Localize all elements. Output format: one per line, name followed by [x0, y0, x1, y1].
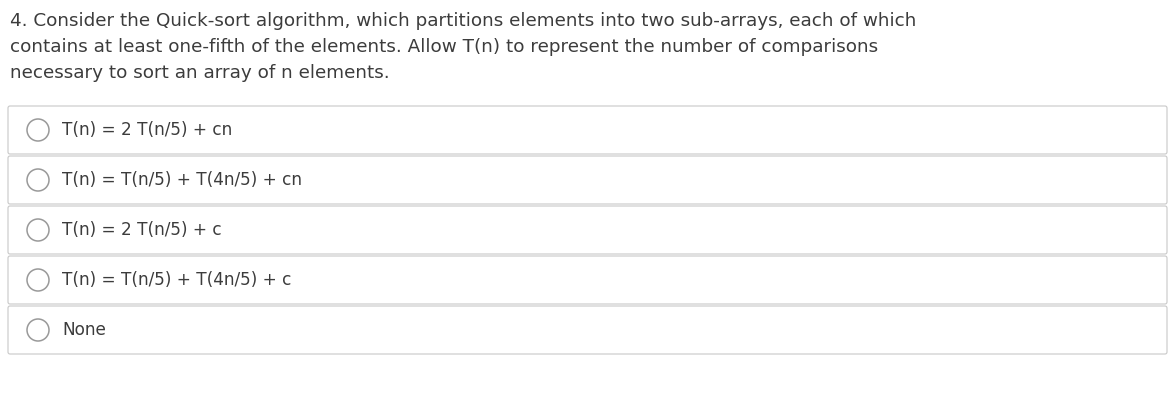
- Text: T(n) = 2 T(n/5) + cn: T(n) = 2 T(n/5) + cn: [62, 121, 233, 139]
- FancyBboxPatch shape: [8, 106, 1167, 154]
- Text: 4. Consider the Quick-sort algorithm, which partitions elements into two sub-arr: 4. Consider the Quick-sort algorithm, wh…: [11, 12, 917, 30]
- Circle shape: [27, 319, 49, 341]
- FancyBboxPatch shape: [8, 256, 1167, 304]
- Text: contains at least one-fifth of the elements. Allow T(n) to represent the number : contains at least one-fifth of the eleme…: [11, 38, 878, 56]
- Circle shape: [27, 119, 49, 141]
- Text: None: None: [62, 321, 106, 339]
- Text: T(n) = T(n/5) + T(4n/5) + cn: T(n) = T(n/5) + T(4n/5) + cn: [62, 171, 302, 189]
- Text: T(n) = 2 T(n/5) + c: T(n) = 2 T(n/5) + c: [62, 221, 222, 239]
- Text: necessary to sort an array of n elements.: necessary to sort an array of n elements…: [11, 64, 390, 82]
- Circle shape: [27, 219, 49, 241]
- Circle shape: [27, 269, 49, 291]
- FancyBboxPatch shape: [8, 206, 1167, 254]
- Circle shape: [27, 169, 49, 191]
- FancyBboxPatch shape: [8, 156, 1167, 204]
- Text: T(n) = T(n/5) + T(4n/5) + c: T(n) = T(n/5) + T(4n/5) + c: [62, 271, 291, 289]
- FancyBboxPatch shape: [8, 306, 1167, 354]
